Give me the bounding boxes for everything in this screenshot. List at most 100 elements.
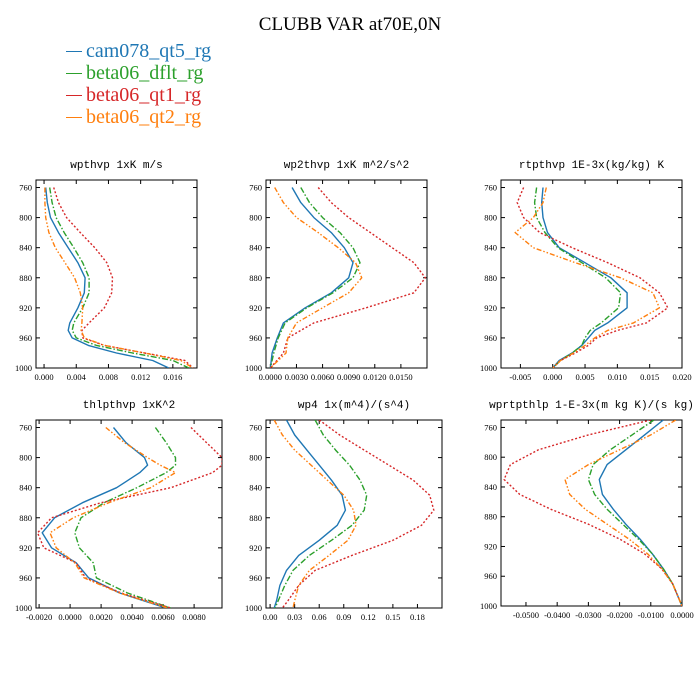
y-tick-label: 880 — [19, 513, 32, 523]
series-line-cam078_qt5_rg — [41, 427, 167, 608]
series-group — [503, 420, 682, 606]
y-tick-label: 1000 — [245, 603, 262, 613]
x-tick-label: 0.06 — [312, 612, 327, 622]
series-line-beta06_dflt_rg — [274, 420, 368, 608]
y-tick-label: 800 — [249, 213, 262, 223]
y-tick-label: 1000 — [480, 601, 497, 611]
y-tick-label: 760 — [19, 423, 32, 433]
legend-label: cam078_qt5_rg — [86, 40, 212, 62]
series-group — [36, 426, 222, 608]
series-line-beta06_dflt_rg — [49, 187, 190, 368]
x-tick-label: 0.0090 — [337, 372, 360, 382]
series-group — [273, 420, 435, 608]
x-tick-label: -0.0500 — [513, 610, 539, 620]
x-tick-label: -0.0100 — [638, 610, 664, 620]
y-tick-label: 960 — [249, 333, 262, 343]
x-tick-label: 0.020 — [672, 372, 691, 382]
panel: wprtpthlp 1-E-3x(m kg K)/(s kg) 760 800 840… — [480, 400, 694, 620]
figure-title: CLUBB VAR at70E,0N — [258, 14, 442, 35]
series-line-beta06_dflt_rg — [269, 187, 361, 368]
legend-label: beta06_qt1_rg — [86, 84, 202, 106]
y-tick-label: 1000 — [15, 603, 32, 613]
x-tick-label: 0.005 — [575, 372, 594, 382]
panel-title: wprtpthlp 1-E-3x(m kg K)/(s kg) — [489, 400, 694, 412]
series-line-beta06_qt2_rg — [44, 187, 194, 368]
y-tick-label: 960 — [19, 573, 32, 583]
axes-frame — [265, 179, 428, 369]
x-tick-label: 0.0030 — [285, 372, 308, 382]
panel-title: wp2thvp 1xK m^2/s^2 — [284, 160, 409, 172]
series-line-beta06_dflt_rg — [74, 427, 177, 608]
y-tick-label: 920 — [484, 541, 497, 551]
x-tick-label: 0.0080 — [182, 612, 205, 622]
y-tick-label: 1000 — [15, 363, 32, 373]
panel: wpthvp 1xK m/s76080084088092096010000.00… — [15, 160, 198, 382]
x-tick-label: 0.0000 — [259, 372, 282, 382]
legend-item: cam078_qt5_rg — [66, 40, 211, 62]
x-tick-label: 0.010 — [608, 372, 627, 382]
series-line-beta06_qt1_rg — [36, 426, 222, 608]
series-line-cam078_qt5_rg — [45, 187, 170, 368]
x-tick-label: 0.012 — [131, 372, 150, 382]
y-tick-label: 760 — [484, 183, 497, 193]
axes-frame — [500, 419, 683, 607]
series-line-beta06_qt2_rg — [564, 420, 682, 606]
series-line-beta06_qt1_rg — [53, 187, 194, 368]
x-tick-label: 0.03 — [287, 612, 302, 622]
x-tick-label: -0.0020 — [26, 612, 52, 622]
y-tick-label: 760 — [19, 183, 32, 193]
x-tick-label: 0.0040 — [120, 612, 143, 622]
x-tick-label: -0.005 — [509, 372, 531, 382]
legend-label: beta06_qt2_rg — [86, 106, 202, 128]
axes-frame — [265, 419, 443, 609]
panel-title: rtpthvp 1E-3x(kg/kg) K — [519, 160, 665, 172]
y-tick-label: 920 — [484, 303, 497, 313]
legend: cam078_qt5_rg beta06_dflt_rg beta06_qt1_… — [66, 40, 211, 128]
panel-title: wpthvp 1xK m/s — [70, 160, 162, 172]
y-tick-label: 880 — [249, 513, 262, 523]
axes-frame — [35, 179, 198, 369]
series-group — [269, 187, 426, 368]
y-tick-label: 920 — [249, 543, 262, 553]
y-tick-label: 960 — [484, 333, 497, 343]
x-tick-label: 0.18 — [410, 612, 425, 622]
x-tick-label: -0.0400 — [544, 610, 570, 620]
y-tick-label: 840 — [19, 243, 32, 253]
series-line-beta06_qt1_rg — [503, 420, 682, 606]
axes-frame — [35, 419, 223, 609]
x-tick-label: 0.0020 — [89, 612, 112, 622]
y-tick-label: 800 — [19, 213, 32, 223]
y-tick-label: 880 — [484, 512, 497, 522]
y-tick-label: 920 — [249, 303, 262, 313]
series-group — [44, 187, 194, 368]
y-tick-label: 960 — [249, 573, 262, 583]
y-tick-label: 840 — [484, 243, 497, 253]
x-tick-label: 0.016 — [163, 372, 182, 382]
panel: wp4 1x(m^4)/(s^4)76080084088092096010000… — [245, 400, 443, 622]
series-line-beta06_qt1_rg — [269, 187, 426, 368]
legend-swatch — [66, 72, 82, 74]
y-tick-label: 800 — [484, 452, 497, 462]
y-tick-label: 840 — [484, 482, 497, 492]
panel-title: wp4 1x(m^4)/(s^4) — [298, 400, 410, 412]
series-line-cam078_qt5_rg — [273, 420, 347, 608]
series-line-beta06_qt2_rg — [269, 187, 363, 368]
x-tick-label: 0.12 — [361, 612, 376, 622]
y-tick-label: 840 — [19, 483, 32, 493]
panel: rtpthvp 1E-3x(kg/kg) K 760 800 840 880 920 960… — [480, 160, 692, 382]
x-tick-label: 0.00 — [263, 612, 278, 622]
y-tick-label: 760 — [249, 423, 262, 433]
x-tick-label: 0.008 — [99, 372, 118, 382]
x-tick-label: 0.004 — [67, 372, 87, 382]
legend-item: beta06_qt2_rg — [66, 106, 211, 128]
y-tick-label: 840 — [249, 243, 262, 253]
axes-frame — [500, 179, 683, 369]
legend-swatch — [66, 50, 82, 52]
legend-item: beta06_qt1_rg — [66, 84, 211, 106]
x-tick-label: 0.0060 — [151, 612, 174, 622]
x-tick-label: 0.0120 — [363, 372, 386, 382]
x-tick-label: 0.0000 — [670, 610, 693, 620]
legend-swatch — [66, 116, 82, 118]
x-tick-label: 0.0150 — [389, 372, 412, 382]
y-tick-label: 920 — [19, 303, 32, 313]
